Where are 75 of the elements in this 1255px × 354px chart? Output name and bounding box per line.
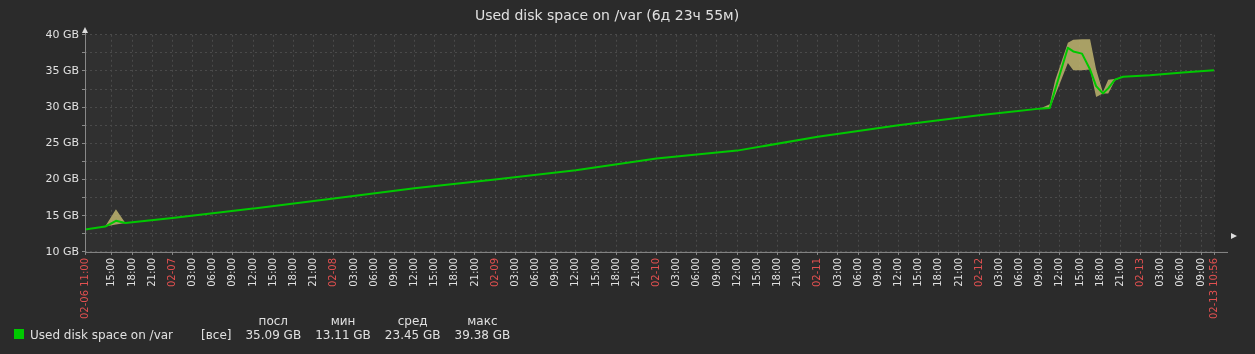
x-tick-label: 02-11 [811, 257, 823, 288]
x-tick-label: 06:00 [690, 257, 702, 287]
x-tick-label: 18:00 [287, 257, 298, 287]
x-tick-label: 03:00 [186, 257, 198, 287]
x-tick-label: 18:00 [771, 257, 783, 287]
text: 39.38 GB [454, 328, 511, 342]
y-tick-label: 35 GB [45, 63, 79, 77]
x-tick-label: 15:00 [912, 257, 924, 287]
x-tick-label: 03:00 [831, 257, 843, 287]
x-tick-label: 06:00 [851, 257, 863, 287]
x-tick-label: 21:00 [468, 257, 480, 287]
y-tick-label: 20 GB [45, 172, 79, 186]
x-tick-label: 03:00 [1154, 257, 1166, 287]
x-tick-label: 15:00 [1073, 257, 1085, 287]
x-tick-label: 15:00 [266, 257, 278, 287]
text: макс [467, 314, 498, 328]
x-tick-label: 12:00 [1053, 257, 1065, 287]
x-tick-label: 09:00 [871, 257, 883, 287]
x-tick-label: 06:00 [529, 257, 541, 287]
x-tick-label: 15:00 [428, 257, 440, 287]
x-tick-label: 21:00 [791, 257, 803, 287]
x-tick-label: 18:00 [125, 257, 137, 287]
x-tick-label: 21:00 [629, 257, 641, 287]
x-tick-label: 02-12 [972, 257, 984, 288]
x-tick-label: 18:00 [932, 257, 944, 287]
x-tick-label: 21:00 [307, 257, 319, 287]
x-tick-label: 15:00 [750, 257, 762, 287]
x-tick-label: 15:00 [589, 257, 601, 287]
x-tick-label: 18:00 [1093, 257, 1105, 287]
y-tick-label: 40 GB [45, 27, 79, 41]
x-tick-label: 09:00 [710, 257, 722, 287]
x-tick-label: 02-08 [327, 257, 339, 288]
x-tick-label: 15:00 [105, 257, 117, 287]
x-tick-label: 02-13 [1134, 257, 1146, 288]
x-tick-label: 21:00 [145, 257, 157, 287]
x-tick-label: 06:00 [1013, 257, 1025, 287]
x-tick-label: 02-13 10:56 [1207, 257, 1219, 320]
text: 23.45 GB [384, 328, 441, 342]
text: [все] [201, 328, 232, 342]
x-tick-label: 12:00 [730, 257, 742, 287]
text: 13.11 GB [315, 328, 371, 342]
x-tick-label: 12:00 [892, 257, 904, 287]
y-tick-label: 15 GB [45, 208, 79, 222]
x-tick-label: 21:00 [1113, 257, 1125, 287]
x-tick-label: 09:00 [1033, 257, 1045, 287]
text: посл [258, 314, 289, 328]
x-tick-label: 03:00 [347, 257, 359, 287]
x-tick-label: 03:00 [992, 257, 1004, 287]
x-tick-label: 02-07 [165, 257, 177, 288]
y-tick-label: 25 GB [45, 136, 79, 150]
x-tick-label: 09:00 [1194, 257, 1206, 287]
x-tick-label: 09:00 [226, 257, 238, 287]
x-tick-label: 18:00 [448, 257, 460, 287]
y-tick-label: 10 GB [45, 244, 79, 258]
text: сред [397, 314, 428, 328]
x-tick-label: 09:00 [387, 257, 399, 287]
x-tick-label: 02-06 11:00 [78, 257, 90, 320]
y-tick-label: 30 GB [45, 100, 79, 114]
x-tick-label: 18:00 [609, 257, 621, 287]
x-tick-label: 09:00 [549, 257, 561, 287]
legend-label: Used disk space on /var [30, 328, 174, 342]
x-tick-label: 06:00 [206, 257, 218, 287]
x-tick-label: 06:00 [1174, 257, 1186, 287]
x-tick-label: 12:00 [408, 257, 420, 287]
x-tick-label: 12:00 [569, 257, 581, 287]
x-tick-label: 12:00 [246, 257, 258, 287]
x-tick-label: 03:00 [670, 257, 682, 287]
x-tick-label: 06:00 [367, 257, 379, 287]
x-tick-label: 21:00 [952, 257, 964, 287]
x-tick-label: 02-10 [650, 257, 662, 288]
x-tick-label: 02-09 [488, 257, 500, 288]
text: мин [330, 314, 356, 328]
text: 35.09 GB [245, 328, 302, 342]
x-tick-label: 03:00 [508, 257, 520, 287]
chart-title: Used disk space on /var (6д 23ч 55м) [474, 7, 740, 24]
